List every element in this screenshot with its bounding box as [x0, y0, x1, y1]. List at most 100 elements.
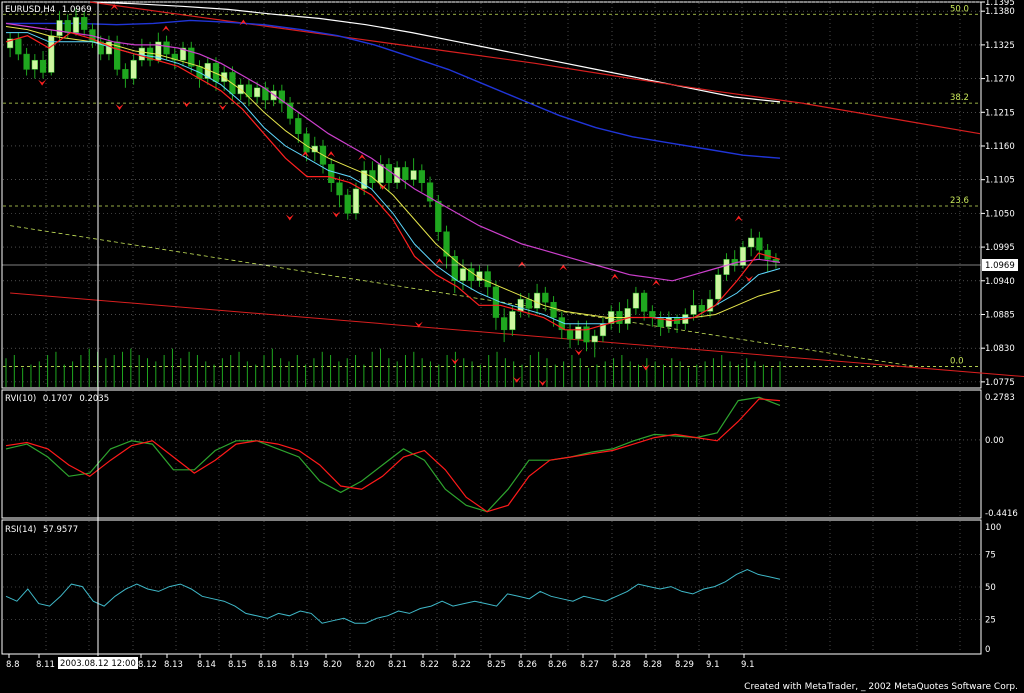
candle-body-87: [723, 259, 730, 275]
fractal-up-1: [161, 25, 170, 32]
fractal-down-9: [512, 376, 521, 383]
fractal-up-4: [327, 151, 336, 158]
price-tick-label-1: 1.1380: [985, 7, 1015, 17]
candle-body-65: [542, 292, 549, 303]
fractal-down-11: [574, 349, 583, 356]
rvi-title-text: RVI(10): [5, 394, 36, 404]
price-tick-label-0: 1.1395: [985, 0, 1015, 8]
candle-body-7: [64, 20, 71, 33]
fractal-up-5: [358, 154, 367, 161]
fractal-up-6: [435, 258, 444, 265]
candle-body-30: [254, 87, 261, 98]
rsi-value-text: 57.9577: [43, 525, 78, 535]
fib-label-0: 50.0: [950, 4, 969, 14]
candle-body-59: [492, 286, 500, 318]
rsi-line: [5, 568, 781, 624]
fractal-down-1: [115, 104, 124, 111]
candle-body-36: [303, 133, 310, 153]
rsi-tick-label-1: 75: [985, 551, 996, 561]
candle-body-69: [575, 326, 582, 340]
candle-body-76: [632, 292, 640, 309]
time-tick-label-3: 8.13: [164, 660, 183, 670]
candle-body-68: [566, 329, 574, 340]
fractal-up-7: [518, 261, 526, 268]
credit-text: Created with MetaTrader, _ 2002 MetaQuot…: [744, 682, 1018, 692]
time-tick-label-20: 9.1: [706, 660, 720, 670]
time-tick-label-17: 8.28: [612, 660, 631, 670]
time-tick-label-6: 8.18: [258, 660, 277, 670]
candle-body-53: [443, 231, 450, 257]
candle-body-21: [179, 47, 187, 61]
time-tick-label-12: 8.22: [452, 660, 471, 670]
fractal-arrows: [38, 4, 754, 386]
ema-yellow-line: [5, 26, 781, 318]
candlesticks: [6, 8, 780, 358]
ma-blue-line: [6, 19, 781, 159]
candle-body-16: [138, 47, 145, 61]
candle-body-64: [533, 292, 541, 309]
time-tick-label-0: 8.8: [6, 660, 20, 670]
time-tick-label-15: 8.26: [548, 660, 567, 670]
rvi-panel-border: [1, 389, 982, 519]
candle-body-51: [426, 182, 434, 202]
candle-body-22: [188, 47, 195, 67]
candle-body-26: [221, 72, 228, 82]
candle-body-78: [649, 311, 656, 318]
time-axis: 8.8 8.11 8.12 8.13 8.14 8.15 8.18 8.19 8.20 8.20 8…: [6, 654, 755, 670]
candle-body-85: [706, 298, 714, 312]
rvi-panel-title: RVI(10) 0.1707 0.2035: [5, 394, 109, 404]
time-tick-label-9: 8.20: [356, 660, 375, 670]
time-tick-label-8: 8.20: [323, 660, 342, 670]
candle-body-20: [171, 53, 178, 61]
candle-body-61: [509, 311, 516, 331]
candle-body-77: [641, 292, 648, 312]
candle-body-1: [15, 38, 22, 55]
candle-body-84: [698, 305, 705, 312]
fib-label-3: 0.0: [950, 357, 964, 367]
price-tick-label-5: 1.1160: [985, 142, 1015, 152]
candle-body-83: [690, 305, 697, 315]
rvi-value-2: 0.2035: [79, 394, 109, 404]
candle-body-42: [352, 188, 360, 214]
fractal-down-12: [641, 364, 650, 371]
candle-body-62: [517, 298, 524, 312]
time-tick-label-11: 8.22: [420, 660, 439, 670]
grid-lines: [3, 1, 980, 653]
rsi-panel-border: [1, 519, 982, 655]
fractal-up-3: [301, 151, 310, 158]
fib-label-2: 23.6: [950, 196, 969, 206]
rsi-tick-label-4: 0: [985, 645, 990, 655]
candle-body-66: [550, 301, 557, 318]
candle-body-41: [344, 194, 351, 214]
candle-body-46: [385, 164, 393, 183]
time-tick-label-2: 8.12: [138, 660, 157, 670]
rvi-lines: [5, 396, 781, 513]
time-tick-label-14: 8.26: [518, 660, 537, 670]
candle-body-14: [122, 69, 129, 79]
price-tick-label-9: 1.0940: [985, 277, 1015, 287]
crosshair-time-text: 2003.08.12 12:00: [60, 659, 136, 669]
time-tick-label-21: 9.1: [741, 660, 755, 670]
candle-body-52: [435, 200, 442, 233]
candle-body-0: [6, 38, 14, 49]
candle-body-34: [286, 102, 294, 119]
price-tick-label-3: 1.1270: [985, 75, 1015, 85]
rsi-title-text: RSI(14): [5, 525, 36, 535]
rsi-tick-label-2: 50: [985, 583, 996, 593]
candle-body-54: [451, 256, 458, 282]
volume-bars: [5, 348, 781, 387]
rsi-tick-label-3: 25: [985, 616, 996, 626]
fractal-down-0: [38, 79, 47, 86]
price-tick-label-4: 1.1215: [985, 108, 1015, 118]
candle-body-3: [31, 59, 38, 70]
crosshair-time-label: 2003.08.12 12:00: [58, 657, 138, 669]
time-tick-label-4: 8.14: [197, 660, 216, 670]
candle-body-86: [715, 274, 722, 300]
candle-body-4: [39, 59, 47, 73]
main-panel-title: EURUSD,H4 1.0969: [5, 5, 92, 15]
candle-body-40: [336, 182, 343, 196]
price-tick-label-2: 1.1325: [985, 41, 1015, 51]
rvi-value-1: 0.1707: [43, 394, 73, 404]
price-badge-text: 1.0969: [985, 261, 1015, 271]
